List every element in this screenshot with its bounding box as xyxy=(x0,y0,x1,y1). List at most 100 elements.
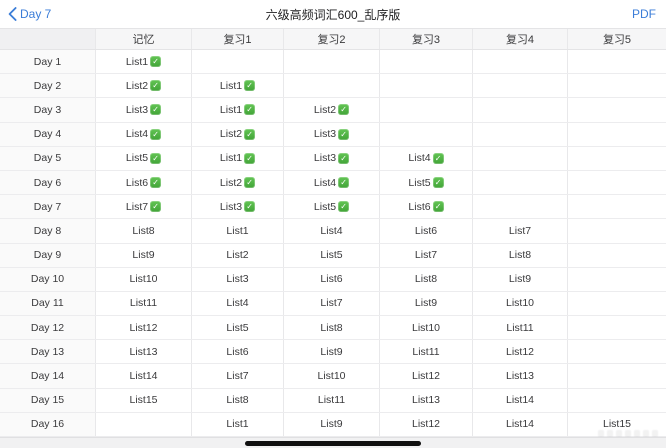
column-header-4: 复习3 xyxy=(380,29,473,49)
check-icon: ✓ xyxy=(338,152,350,164)
column-header-6: 复习5 xyxy=(568,29,666,49)
cell-value: List8 xyxy=(226,394,249,407)
row-label: Day 14 xyxy=(0,364,96,388)
check-icon: ✓ xyxy=(244,177,256,189)
table-cell: List10 xyxy=(284,364,380,388)
check-icon: ✓ xyxy=(150,152,162,164)
table-cell: List7 xyxy=(473,219,568,243)
table-cell: List6 xyxy=(192,340,284,364)
row-label: Day 11 xyxy=(0,291,96,316)
cell-value: List2 xyxy=(125,79,149,92)
cell-value: List7 xyxy=(414,249,438,262)
nav-bar: Day 7 六级高频词汇600_乱序版 PDF xyxy=(0,0,666,28)
table-cell: List14 xyxy=(473,388,568,412)
cell-value: List14 xyxy=(505,418,535,431)
table-cell xyxy=(568,171,666,194)
table-row: Day 8 List8 List1 List4 List6 List7 xyxy=(0,219,666,244)
cell-value: List7 xyxy=(125,200,149,213)
table-cell: List5 xyxy=(284,243,380,267)
cell-value: List14 xyxy=(505,394,535,407)
cell-value: List11 xyxy=(317,394,346,407)
cell-value: List11 xyxy=(506,321,534,334)
table-cell xyxy=(568,244,666,267)
cell-value: List5 xyxy=(320,249,343,262)
table-cell xyxy=(284,74,380,98)
cell-value: List2 xyxy=(219,128,243,141)
cell-value: List7 xyxy=(226,370,249,383)
back-button[interactable]: Day 7 xyxy=(8,0,51,28)
cell-value: List1 xyxy=(219,152,243,165)
table-cell: List6 xyxy=(380,219,473,243)
table-cell: List1 xyxy=(192,219,284,243)
home-indicator[interactable] xyxy=(245,441,421,446)
cell-value: List6 xyxy=(414,224,438,237)
table-cell: List2 ✓ xyxy=(192,170,284,195)
table-cell: List1 ✓ xyxy=(192,98,284,122)
table-cell xyxy=(568,74,666,97)
watermark xyxy=(598,427,662,439)
cell-value: List8 xyxy=(414,273,438,286)
cell-value: List6 xyxy=(320,273,343,286)
cell-value: List3 xyxy=(125,103,149,116)
table-cell: List11 xyxy=(380,340,473,364)
table-cell: List5 ✓ xyxy=(284,195,380,219)
table-cell xyxy=(568,292,666,315)
cell-value: List9 xyxy=(320,418,343,431)
back-button-label: Day 7 xyxy=(20,7,52,21)
table-cell: List12 xyxy=(473,340,568,364)
table-cell: List2 ✓ xyxy=(96,74,192,98)
check-icon: ✓ xyxy=(244,152,256,164)
table-cell: List3 xyxy=(192,267,284,291)
table-row: Day 5 List5 ✓ List1 ✓ List3 ✓ List4 ✓ xyxy=(0,146,666,171)
cell-value: List5 xyxy=(408,176,431,189)
table-cell xyxy=(473,122,568,146)
table-cell: List15 xyxy=(568,413,666,436)
table-cell xyxy=(473,195,568,219)
table-cell xyxy=(380,50,473,74)
table-cell: List1 ✓ xyxy=(192,146,284,170)
cell-value: List9 xyxy=(414,297,438,310)
corner-header-cell xyxy=(0,29,96,49)
pdf-button[interactable]: PDF xyxy=(632,7,656,21)
cell-value: List5 xyxy=(125,152,149,165)
column-header-3: 复习2 xyxy=(284,29,380,49)
cell-value: List12 xyxy=(129,321,158,334)
row-label: Day 10 xyxy=(0,267,96,291)
table-cell: List9 xyxy=(284,412,380,436)
check-icon: ✓ xyxy=(338,201,350,213)
cell-value: List11 xyxy=(129,297,158,310)
table-cell: List2 xyxy=(192,243,284,267)
row-label: Day 4 xyxy=(0,122,96,146)
table-cell: List3 ✓ xyxy=(284,122,380,146)
table-cell: List2 ✓ xyxy=(192,122,284,146)
cell-value: List4 xyxy=(125,128,149,141)
table-cell: List14 xyxy=(96,364,192,388)
table-row: Day 3 List3 ✓ List1 ✓ List2 ✓ xyxy=(0,98,666,123)
table-header-row: 记忆 复习1 复习2 复习3 复习4 复习5 xyxy=(0,28,666,50)
table-cell: List4 xyxy=(284,219,380,243)
table-cell: List7 xyxy=(380,243,473,267)
table-cell: List9 xyxy=(380,291,473,316)
table-cell: List6 xyxy=(284,267,380,291)
table-cell xyxy=(568,389,666,412)
table-cell: List6 ✓ xyxy=(380,195,473,219)
table-cell xyxy=(568,340,666,363)
cell-value: List1 xyxy=(226,418,249,431)
check-icon: ✓ xyxy=(432,177,444,189)
check-icon: ✓ xyxy=(244,80,256,92)
table-cell: List6 ✓ xyxy=(96,170,192,195)
table-cell: List11 xyxy=(284,388,380,412)
cell-value: List10 xyxy=(129,273,158,286)
check-icon: ✓ xyxy=(150,56,162,68)
table-cell: List10 xyxy=(473,291,568,316)
check-icon: ✓ xyxy=(150,104,162,116)
table-cell: List13 xyxy=(380,388,473,412)
cell-value: List14 xyxy=(129,370,158,383)
cell-value: List1 xyxy=(219,103,243,116)
table-cell xyxy=(380,74,473,98)
table-row: Day 14 List14 List7 List10 List12 List13 xyxy=(0,364,666,389)
cell-value: List4 xyxy=(320,224,343,237)
check-icon: ✓ xyxy=(432,152,444,164)
cell-value: List1 xyxy=(219,79,243,92)
row-label: Day 13 xyxy=(0,340,96,364)
